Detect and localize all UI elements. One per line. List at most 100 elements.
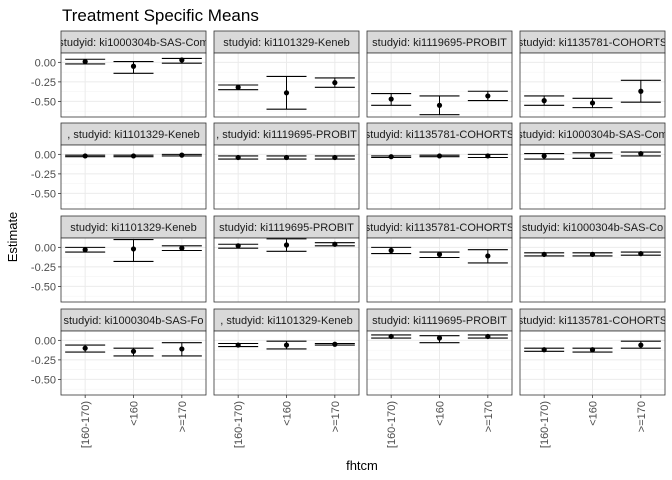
panel-border <box>519 52 666 118</box>
x-tick-label: [160-170) <box>539 401 551 448</box>
facet-strip-label: studyid: ki1135781-COHORTS <box>365 222 514 234</box>
facet-panel: studyid: ki1000304b-SAS-Com <box>517 122 667 210</box>
panel-border <box>519 237 666 303</box>
facet-panel: studyid: ki1135781-COHORTS <box>365 215 514 303</box>
facet-panel: studyid: ki1135781-COHORTS [160-170) <160 >… <box>518 308 667 448</box>
estimate-point <box>638 150 644 157</box>
y-tick-label: 0.00 <box>35 149 56 161</box>
estimate-point <box>589 152 596 158</box>
y-tick-label: 0.00 <box>35 57 56 69</box>
facet-panel: studyid: ki1101329-Keneb 0.00 -0.25 -0.50 <box>31 215 207 303</box>
estimate-point <box>235 342 241 348</box>
y-tick-label: -0.50 <box>31 374 56 386</box>
y-tick-label: -0.25 <box>31 262 56 274</box>
facet-panel: studyid: ki1119695-PROBIT <box>366 30 513 118</box>
facet-strip-label: , studyid: ki1119695-PROBIT <box>216 129 357 141</box>
x-tick-label: <160 <box>588 401 600 426</box>
estimate-point <box>589 347 596 353</box>
estimate-point <box>235 243 241 249</box>
estimate-point <box>436 153 443 159</box>
x-tick-label: >=170 <box>330 401 342 432</box>
estimate-point <box>485 253 491 259</box>
x-tick-label: <160 <box>435 401 447 426</box>
estimate-point <box>332 241 338 247</box>
facet-strip-label: studyid: ki1000304b-SAS-Co <box>522 222 663 234</box>
estimate-point <box>82 153 88 159</box>
facet-strip-label: studyid: ki1101329-Keneb <box>70 222 196 234</box>
panel-border <box>213 52 360 118</box>
y-tick-label: -0.25 <box>31 169 56 181</box>
panel-border <box>60 144 207 210</box>
estimate-point <box>332 80 338 86</box>
panel-border <box>366 52 513 118</box>
y-tick-label: -0.25 <box>31 77 56 89</box>
panels-layer: studyid: ki1000304b-SAS-Com0.00-0.25-0.5… <box>31 30 667 448</box>
y-tick-label: 0.00 <box>35 242 56 254</box>
facet-panel: , studyid: ki1101329-Keneb [160-170) <160 >… <box>213 308 360 448</box>
panel-border <box>366 237 513 303</box>
estimate-point <box>541 98 547 104</box>
estimate-point <box>332 341 338 347</box>
estimate-point <box>235 154 241 161</box>
panel-border <box>519 144 666 210</box>
panel-border <box>60 237 207 303</box>
facet-strip-label: studyid: ki1101329-Keneb <box>223 37 349 49</box>
estimate-point <box>485 93 491 99</box>
estimate-point <box>82 345 88 351</box>
estimate-point <box>130 63 137 69</box>
estimate-point <box>130 153 137 159</box>
facet-panel: studyid: ki1119695-PROBIT <box>213 215 360 303</box>
panel-border <box>213 144 360 210</box>
facet-strip-label: studyid: ki1000304b-SAS-Com <box>517 129 667 141</box>
estimate-point <box>283 90 290 96</box>
estimate-point <box>179 245 185 251</box>
estimate-point <box>82 247 88 253</box>
y-tick-label: 0.00 <box>35 335 56 347</box>
chart-title: Treatment Specific Means <box>62 6 259 25</box>
y-tick-label: -0.50 <box>31 281 56 293</box>
facet-panel: studyid: ki1119695-PROBIT [160-170) <160 >=… <box>366 308 513 448</box>
estimate-point <box>541 251 547 257</box>
x-tick-label: <160 <box>282 401 294 426</box>
estimate-point <box>638 251 644 257</box>
estimate-point <box>235 84 241 90</box>
estimate-point <box>388 154 394 160</box>
facet-strip-label: studyid: ki1119695-PROBIT <box>219 222 354 234</box>
estimate-point <box>541 347 547 353</box>
estimate-point <box>638 342 644 348</box>
y-tick-label: -0.50 <box>31 96 56 108</box>
x-axis-title: fhtcm <box>346 458 378 473</box>
estimate-point <box>589 100 596 106</box>
estimate-point <box>638 88 644 94</box>
estimate-point <box>179 346 185 352</box>
x-tick-label: >=170 <box>177 401 189 432</box>
x-tick-label: >=170 <box>483 401 495 432</box>
facet-strip-label: studyid: ki1000304b-SAS-Fo <box>63 315 203 327</box>
y-axis-title: Estimate <box>5 212 20 263</box>
facet-strip-label: , studyid: ki1101329-Keneb <box>220 315 353 327</box>
x-tick-label: [160-170) <box>386 401 398 448</box>
estimate-point <box>283 154 290 161</box>
estimate-point <box>541 153 547 159</box>
facet-panel: studyid: ki1101329-Keneb <box>213 30 360 118</box>
facet-panel: studyid: ki1135781-COHORTS <box>519 30 666 118</box>
facet-strip-label: studyid: ki1000304b-SAS-Com <box>58 37 208 49</box>
panel-border <box>60 52 207 118</box>
y-tick-label: -0.50 <box>31 188 56 200</box>
y-tick-label: -0.25 <box>31 355 56 367</box>
estimate-point <box>436 335 443 341</box>
estimate-point <box>485 153 491 159</box>
facet-strip-label: studyid: ki1135781-COHORTS <box>518 315 667 327</box>
estimate-point <box>283 342 290 348</box>
estimate-point <box>332 154 338 161</box>
facet-panel: , studyid: ki1119695-PROBIT <box>213 122 360 210</box>
estimate-point <box>130 246 137 252</box>
x-tick-label: [160-170) <box>233 401 245 448</box>
estimate-point <box>485 333 491 340</box>
x-tick-label: >=170 <box>636 401 648 432</box>
facet-panel: studyid: ki1000304b-SAS-Co <box>519 215 666 303</box>
estimate-point <box>130 348 137 354</box>
panel-border <box>366 144 513 210</box>
